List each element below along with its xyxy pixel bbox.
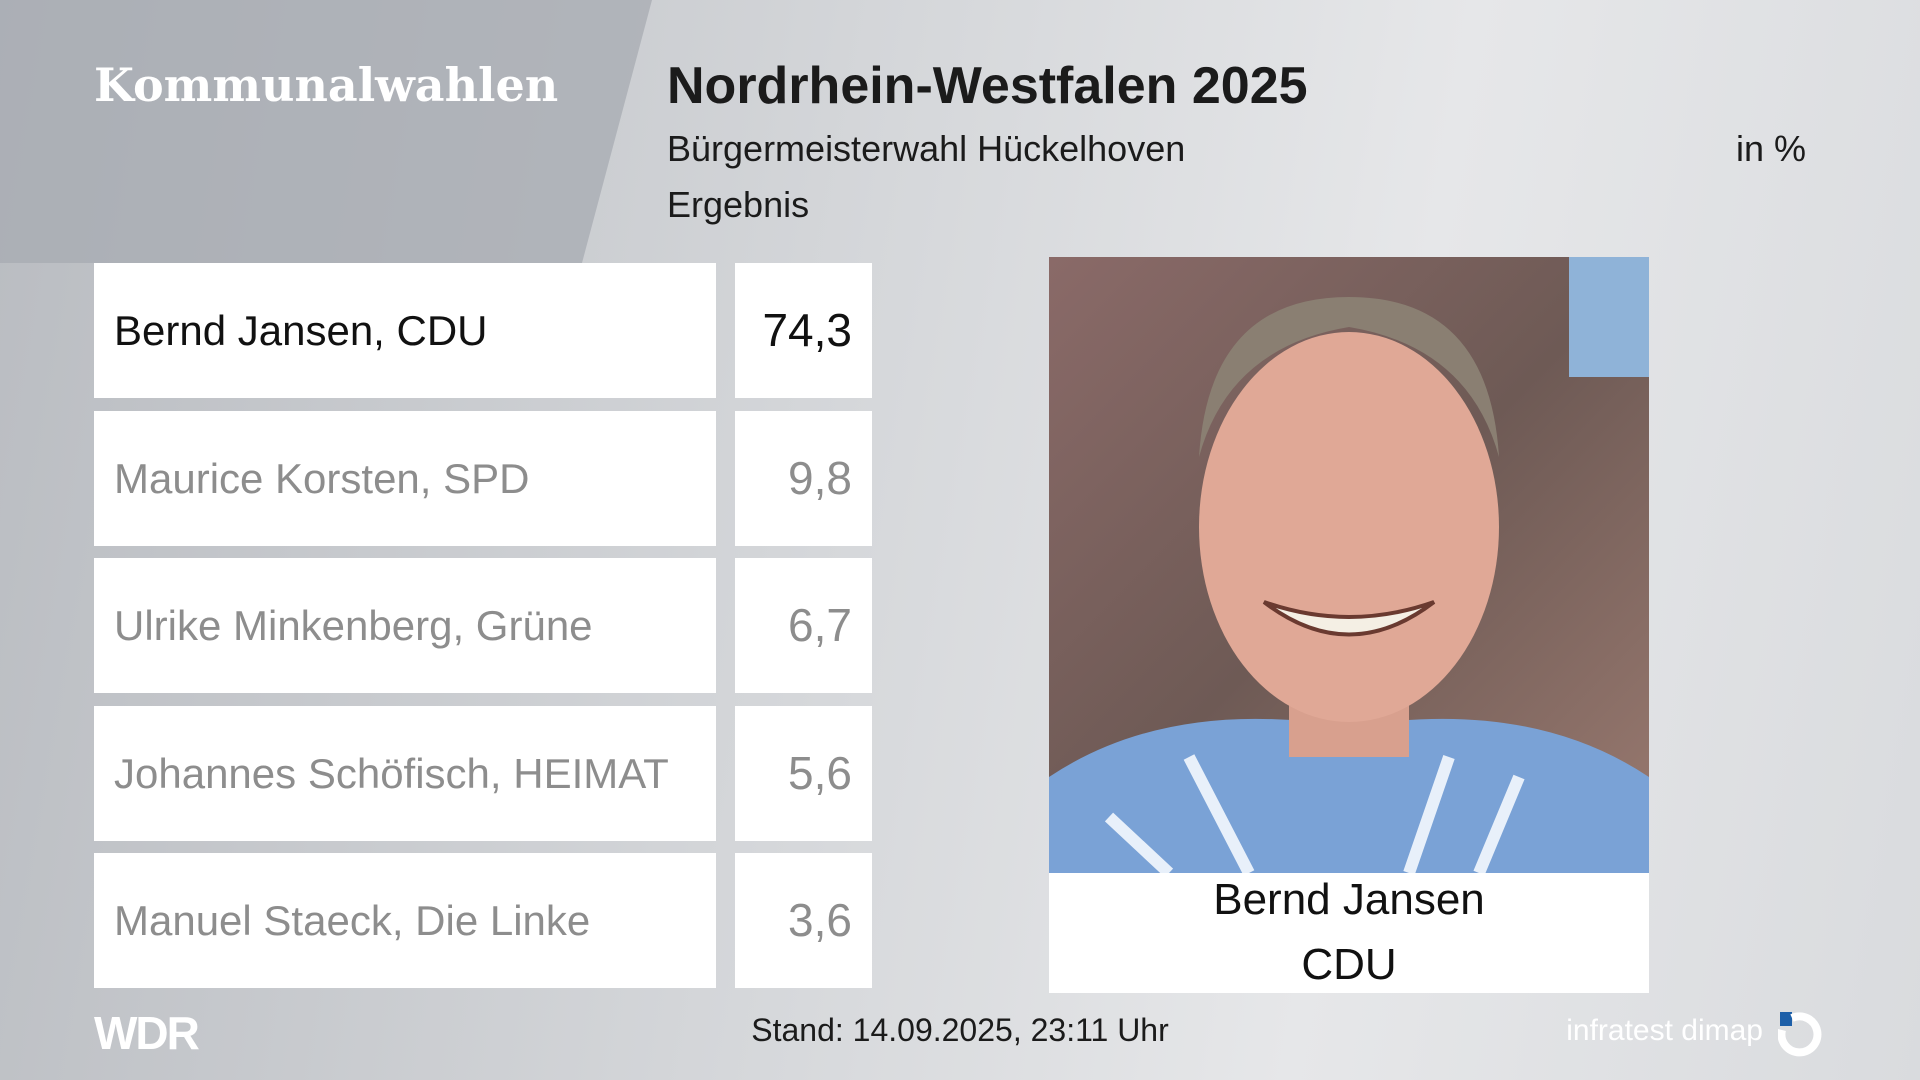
source: infratest dimap [1566,1014,1763,1047]
result-row: Ulrike Minkenberg, Grüne 6,7 [94,558,872,693]
result-row: Johannes Schöfisch, HEIMAT 5,6 [94,705,872,841]
result-value: 6,7 [735,558,872,693]
candidate-party: CDU [1301,940,1397,989]
candidate-label: Johannes Schöfisch, HEIMAT [94,705,716,841]
candidate-photo [1049,257,1649,878]
timestamp: Stand: 14.09.2025, 23:11 Uhr [751,1012,1169,1048]
candidate-label: Maurice Korsten, SPD [94,410,716,546]
source-logo [1778,1012,1822,1057]
candidate-card [1049,257,1649,993]
result-label: Ergebnis [667,184,810,225]
candidate-label: Ulrike Minkenberg, Grüne [94,558,716,693]
result-value: 5,6 [735,705,872,841]
section-title: Kommunalwahlen [94,58,559,112]
result-row: Manuel Staeck, Die Linke 3,6 [94,853,872,988]
title: Nordrhein-Westfalen 2025 [667,57,1308,115]
candidate-label: Manuel Staeck, Die Linke [94,853,716,988]
result-value: 9,8 [735,410,872,546]
broadcaster-logo: WDR [94,1007,200,1059]
result-value: 3,6 [735,853,872,988]
candidate-label: Bernd Jansen, CDU [94,263,716,398]
result-row: Maurice Korsten, SPD 9,8 [94,410,872,546]
result-value: 74,3 [735,263,872,398]
candidate-name: Bernd Jansen [1213,875,1485,924]
unit: in % [1735,128,1806,169]
subtitle: Bürgermeisterwahl Hückelhoven [667,128,1186,169]
result-row: Bernd Jansen, CDU 74,3 [94,263,872,398]
